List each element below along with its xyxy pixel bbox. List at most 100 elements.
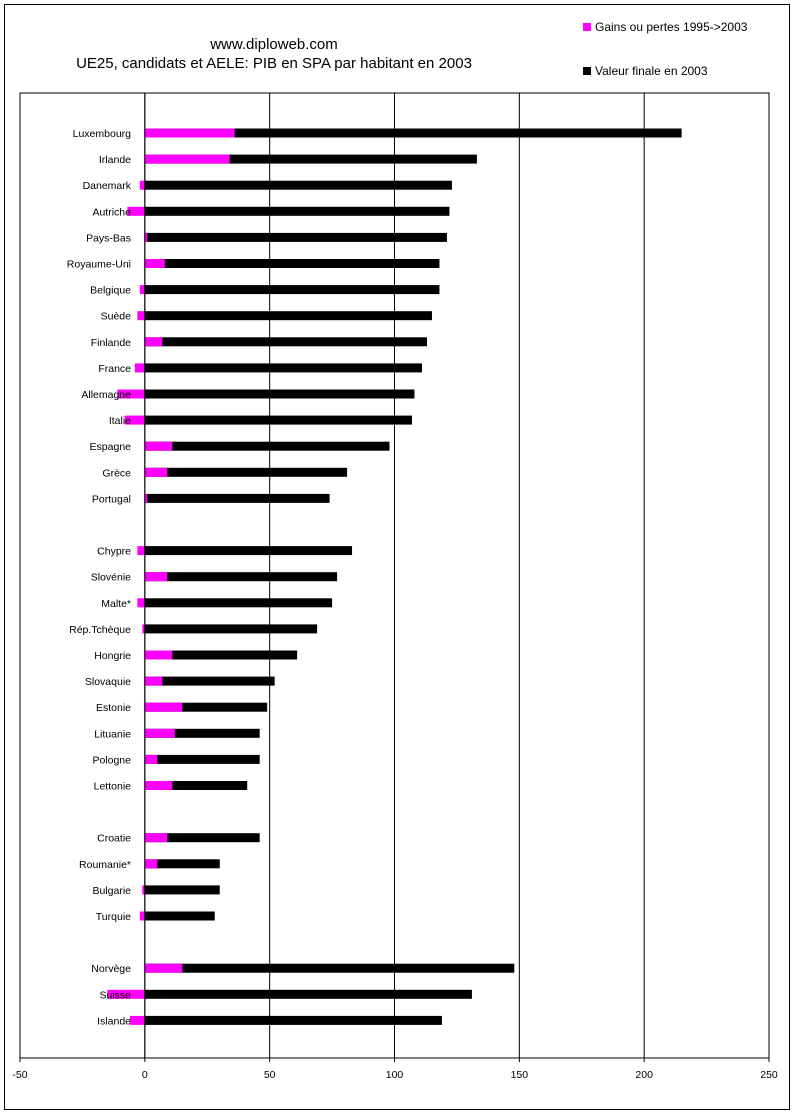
x-tick-label-3: 100 <box>386 1069 404 1081</box>
category-label-0-6: Belgique <box>90 285 131 297</box>
bar-gain-1-0 <box>137 546 145 556</box>
category-label-2-2: Bulgarie <box>92 885 131 897</box>
bar-final-1-4 <box>144 650 298 660</box>
bar-gain-0-3 <box>127 206 145 216</box>
category-label-1-8: Pologne <box>92 754 131 766</box>
category-label-0-13: Grèce <box>102 467 131 479</box>
bar-final-1-1 <box>144 572 338 582</box>
bar-final-0-1 <box>144 154 477 164</box>
bar-gain-0-1 <box>144 154 230 164</box>
bar-final-0-5 <box>144 259 440 268</box>
bar-final-1-3 <box>144 624 318 634</box>
bar-gain-0-8 <box>144 337 163 347</box>
category-label-1-3: Rép.Tchèque <box>69 624 131 636</box>
x-tick-label-1: 0 <box>142 1069 148 1081</box>
category-label-1-7: Lituanie <box>94 728 131 740</box>
category-label-1-0: Chypre <box>97 546 131 558</box>
bar-final-1-8 <box>144 754 260 764</box>
category-label-2-0: Croatie <box>97 833 131 845</box>
bar-gain-1-7 <box>144 728 175 738</box>
category-label-0-8: Finlande <box>91 337 131 349</box>
bar-gain-0-14 <box>144 493 148 503</box>
category-label-0-0: Luxembourg <box>73 128 132 140</box>
chart-frame <box>4 4 790 1110</box>
bar-final-0-10 <box>144 389 415 399</box>
bar-gain-1-9 <box>144 781 173 790</box>
bar-final-1-5 <box>144 676 275 686</box>
category-label-0-4: Pays-Bas <box>86 232 131 244</box>
bar-gain-2-3 <box>139 911 145 921</box>
x-tick-label-5: 200 <box>635 1069 653 1081</box>
bar-gain-3-0 <box>144 963 183 973</box>
x-tick-label-6: 250 <box>760 1069 778 1081</box>
bar-gain-2-1 <box>144 859 158 869</box>
bar-final-2-1 <box>144 859 220 869</box>
x-tick-label-0: -50 <box>12 1069 27 1081</box>
category-label-0-2: Danemark <box>83 180 132 192</box>
legend-label-gains: Gains ou pertes 1995->2003 <box>595 20 748 34</box>
bar-gain-1-1 <box>144 572 168 582</box>
bar-gain-0-7 <box>137 311 145 321</box>
bar-final-3-0 <box>144 963 515 973</box>
x-tick-label-4: 150 <box>511 1069 529 1081</box>
legend-swatch-gains <box>583 23 591 31</box>
category-label-1-6: Estonie <box>96 702 131 714</box>
bar-final-3-2 <box>144 1015 442 1025</box>
category-label-0-11: Italie <box>109 415 131 427</box>
plot-area: -50 0 50 100 150 200 250 Luxembourg Irlande Danem… <box>12 92 778 1081</box>
bar-final-0-13 <box>144 467 348 477</box>
category-label-1-1: Slovénie <box>91 572 131 584</box>
bar-gain-1-4 <box>144 650 173 660</box>
bar-gain-0-5 <box>144 259 165 268</box>
legend-swatch-final <box>583 67 591 75</box>
bar-gain-0-2 <box>139 180 145 190</box>
legend-item-gains: Gains ou pertes 1995->2003 <box>583 20 747 34</box>
bar-final-0-12 <box>144 441 390 451</box>
bar-gain-1-8 <box>144 754 158 764</box>
bar-final-0-6 <box>144 285 440 295</box>
bar-gain-1-6 <box>144 702 183 712</box>
category-label-0-5: Royaume-Uni <box>67 259 131 271</box>
category-label-0-12: Espagne <box>90 441 132 453</box>
category-label-2-1: Roumanie* <box>79 859 131 871</box>
bar-final-0-7 <box>144 311 432 321</box>
bar-gain-0-9 <box>134 363 145 373</box>
category-label-2-3: Turquie <box>96 911 131 923</box>
bar-gain-0-13 <box>144 467 168 477</box>
category-label-0-7: Suède <box>101 311 132 323</box>
bar-gain-1-5 <box>144 676 163 686</box>
bar-final-2-0 <box>144 833 260 843</box>
bar-gain-0-6 <box>139 285 145 295</box>
legend-item-final: Valeur finale en 2003 <box>583 64 708 78</box>
category-label-3-1: Suisse <box>99 989 131 1001</box>
bar-final-3-1 <box>144 989 472 999</box>
bar-gain-2-0 <box>144 833 168 843</box>
category-label-1-9: Lettonie <box>94 781 132 793</box>
bar-gain-0-4 <box>144 232 148 242</box>
bar-final-0-8 <box>144 337 427 347</box>
category-label-1-2: Malte* <box>101 598 131 610</box>
bar-final-0-14 <box>144 493 330 503</box>
bar-final-1-6 <box>144 702 268 712</box>
bar-final-1-2 <box>144 598 333 608</box>
category-label-0-9: France <box>98 363 131 375</box>
bar-final-2-3 <box>144 911 215 921</box>
bar-gain-3-2 <box>129 1015 145 1025</box>
legend-label-final: Valeur finale en 2003 <box>595 64 708 78</box>
category-label-1-4: Hongrie <box>94 650 131 662</box>
bar-final-0-9 <box>144 363 422 373</box>
category-label-0-10: Allemagne <box>81 389 131 401</box>
bar-final-0-4 <box>144 232 447 242</box>
bar-gain-1-3 <box>142 624 145 634</box>
category-label-0-14: Portugal <box>92 493 131 505</box>
category-label-3-0: Norvège <box>91 963 131 975</box>
bar-gain-0-12 <box>144 441 173 451</box>
category-label-0-3: Autriche <box>92 206 131 218</box>
category-label-3-2: Islande <box>97 1015 131 1027</box>
chart-subtitle: UE25, candidats et AELE: PIB en SPA par … <box>76 55 472 72</box>
bar-final-1-9 <box>144 781 248 790</box>
bar-final-1-7 <box>144 728 260 738</box>
bar-gain-3-1 <box>107 989 145 999</box>
bar-gain-0-10 <box>117 389 145 399</box>
